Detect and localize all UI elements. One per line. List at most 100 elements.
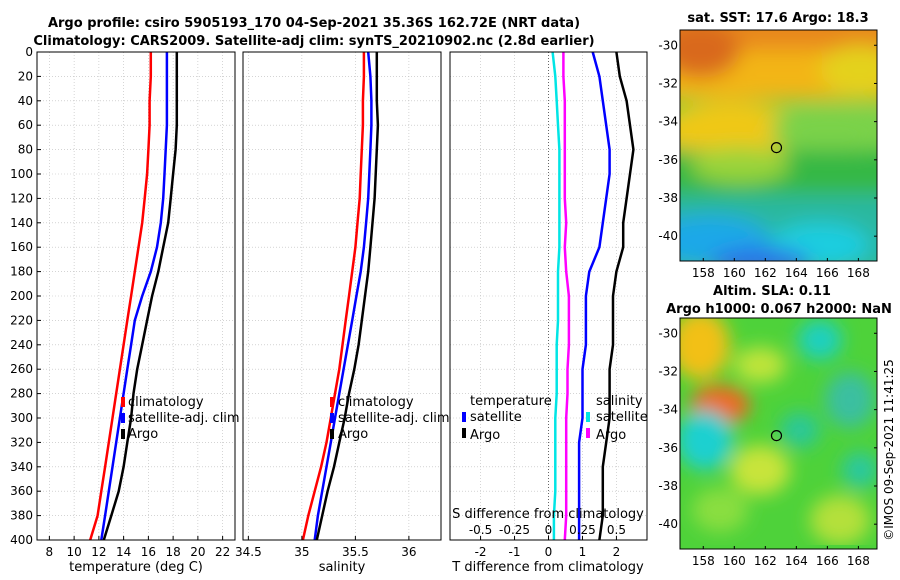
- sla-heatmap: [680, 318, 877, 549]
- sla-argo-location-marker: [770, 430, 783, 442]
- lon-tick-label: 162: [754, 554, 777, 568]
- x-tick-label: 22: [215, 545, 230, 559]
- lon-tick-label: 166: [816, 554, 839, 568]
- y-tick-label: 380: [10, 509, 33, 523]
- y-tick-label: 260: [10, 362, 33, 376]
- x-tick-label: -2: [475, 545, 487, 559]
- legend-label-t-argo: Argo: [470, 428, 500, 443]
- y-tick-label: 300: [10, 411, 33, 425]
- t-difference-axis-ticks: -2 -1 0 1 2: [475, 536, 621, 559]
- sst-argo-location-marker: [770, 142, 783, 154]
- lat-tick-label: -40: [658, 229, 678, 243]
- salinity-legend: climatology satellite-adj. clim Argo: [330, 395, 450, 442]
- y-tick-label: 320: [10, 435, 33, 449]
- series-line-t-argo: [598, 51, 635, 541]
- legend-label-s-argo: Argo: [596, 428, 626, 443]
- legend-marker-climatology: [330, 397, 334, 407]
- y-tick-label: 220: [10, 313, 33, 327]
- legend-label-s-satellite: satellite: [596, 410, 648, 425]
- sst-map-frame: [679, 29, 878, 262]
- legend-label-climatology: climatology: [128, 395, 204, 410]
- legend-marker-argo: [330, 429, 334, 439]
- x-tick-label: 2: [613, 545, 621, 559]
- x-tick-label: 12: [91, 545, 106, 559]
- y-tick-label: 180: [10, 265, 33, 279]
- y-tick-label: 40: [18, 94, 33, 108]
- x-tick-label: 8: [46, 545, 54, 559]
- sst-lat-ticks: -30 -32 -34 -36 -38 -40: [658, 38, 877, 243]
- lat-tick-label: -40: [658, 517, 678, 531]
- lat-tick-label: -32: [658, 76, 678, 90]
- salinity-axes-box: [242, 51, 442, 541]
- lat-tick-label: -34: [658, 403, 678, 417]
- sla-lon-ticks: 158 160 162 164 166 168: [692, 546, 870, 568]
- series-line-argo: [102, 52, 179, 541]
- temperature-axis-ticks: 8 10 12 14 16 18 20 22: [46, 536, 230, 559]
- sla-map-panel: Altim. SLA: 0.11 Argo h1000: 0.067 h2000…: [658, 284, 891, 568]
- salinity-axis-ticks: 34.5 35 35.5 36: [235, 536, 417, 559]
- t-difference-xlabel: T difference from climatology: [451, 560, 644, 575]
- y-tick-label: 200: [10, 289, 33, 303]
- x-tick-label: 35.5: [342, 545, 369, 559]
- sst-heatmap: [680, 30, 877, 261]
- lat-tick-label: -36: [658, 441, 678, 455]
- x-tick-label: 1: [579, 545, 587, 559]
- salinity-xlabel: salinity: [319, 560, 366, 575]
- y-tick-label: 340: [10, 460, 33, 474]
- lat-tick-label: -38: [658, 191, 678, 205]
- figure-title-line1: Argo profile: csiro 5905193_170 04-Sep-2…: [48, 16, 580, 31]
- legend-marker-t-satellite: [462, 412, 466, 422]
- lat-tick-label: -38: [658, 479, 678, 493]
- difference-series: [551, 51, 635, 541]
- x-tick-label: 34.5: [235, 545, 262, 559]
- difference-profile-panel: -2 -1 0 1 2 -0.5 -0.25 0 0.25 0.5 S difference f…: [449, 51, 648, 575]
- lon-tick-label: 168: [847, 554, 870, 568]
- legend-title-temperature: temperature: [470, 394, 552, 409]
- s-tick-label: 0.5: [607, 523, 626, 537]
- series-line-climatology: [89, 52, 153, 541]
- lon-tick-label: 162: [754, 266, 777, 280]
- lon-tick-label: 164: [785, 554, 808, 568]
- sst-lon-ticks: 158 160 162 164 166 168: [692, 258, 870, 280]
- depth-axis-ticks: 0 20 40 60 80 100 120 140 160 180 200 220 240 260 280 3…: [10, 45, 41, 547]
- series-line-satellite-adj-clim: [313, 51, 373, 541]
- y-tick-label: 240: [10, 338, 33, 352]
- lon-tick-label: 160: [723, 266, 746, 280]
- lat-tick-label: -32: [658, 364, 678, 378]
- temperature-legend: climatology satellite-adj. clim Argo: [121, 395, 240, 442]
- lat-tick-label: -30: [658, 38, 678, 52]
- salinity-series: [301, 51, 380, 541]
- legend-marker-argo: [121, 429, 125, 439]
- legend-marker-climatology: [121, 397, 125, 407]
- legend-marker-s-satellite: [586, 412, 590, 422]
- lat-tick-label: -30: [658, 326, 678, 340]
- legend-label-t-satellite: satellite: [470, 410, 522, 425]
- difference-grid: [450, 51, 647, 541]
- lon-tick-label: 158: [692, 266, 715, 280]
- x-tick-label: 36: [401, 545, 416, 559]
- legend-marker-s-argo: [586, 428, 590, 438]
- figure-title-line2: Climatology: CARS2009. Satellite-adj cli…: [33, 34, 594, 49]
- sla-map-title: Altim. SLA: 0.11: [713, 284, 831, 299]
- x-tick-label: 18: [165, 545, 180, 559]
- lat-tick-label: -36: [658, 153, 678, 167]
- s-difference-axis-ticks: -0.5 -0.25 0 0.25 0.5: [469, 523, 626, 537]
- y-tick-label: 120: [10, 191, 33, 205]
- s-tick-label: -0.25: [499, 523, 530, 537]
- x-tick-label: 14: [116, 545, 131, 559]
- legend-label-argo: Argo: [338, 427, 368, 442]
- y-tick-label: 80: [18, 143, 33, 157]
- imos-timestamp-watermark: ©IMOS 09-Sep-2021 11:41:25: [882, 359, 896, 541]
- series-line-s-satellite: [551, 51, 561, 540]
- y-tick-label: 140: [10, 216, 33, 230]
- s-tick-label: 0.25: [569, 523, 596, 537]
- x-tick-label: 10: [66, 545, 81, 559]
- s-tick-label: 0: [545, 523, 553, 537]
- s-difference-label: S difference from climatology: [452, 507, 644, 522]
- x-tick-label: 35: [294, 545, 309, 559]
- y-tick-label: 160: [10, 240, 33, 254]
- series-line-satellite-adj-clim: [100, 52, 169, 541]
- y-tick-label: 20: [18, 69, 33, 83]
- x-tick-label: -1: [509, 545, 521, 559]
